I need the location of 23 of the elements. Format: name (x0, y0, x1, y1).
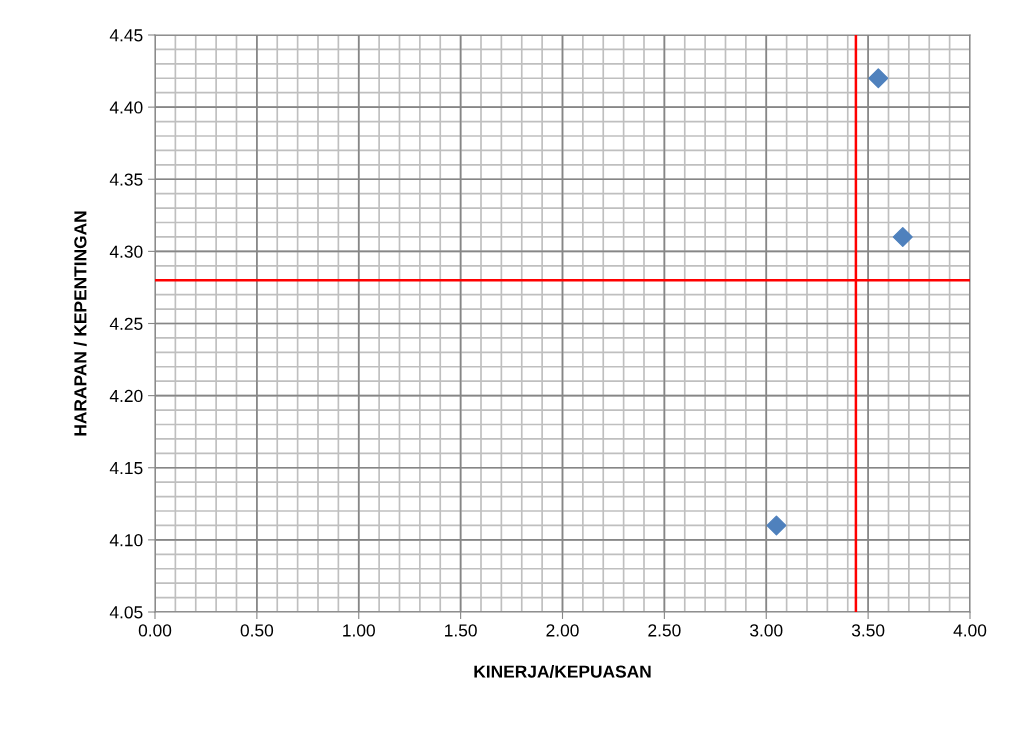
x-tick-label: 1.50 (445, 624, 477, 637)
x-tick-label: 3.50 (851, 624, 885, 637)
x-tick-label: 4.00 (953, 624, 987, 637)
x-tick-label: 0.50 (240, 624, 274, 637)
y-tick-label: 4.20 (109, 389, 143, 403)
y-tick-label: 4.25 (109, 317, 143, 330)
point (868, 68, 889, 89)
y-tick-label: 4.10 (109, 534, 143, 547)
y-axis-title: HARAPAN / KEPENTINGAN (73, 211, 87, 436)
y-tick-label: 4.45 (109, 29, 143, 42)
y-tick-label: 4.15 (109, 462, 143, 475)
x-tick-label: 1.00 (343, 624, 375, 637)
x-tick-label: 0.00 (138, 624, 172, 637)
y-tick-label: 4.05 (109, 606, 143, 619)
x-tick-label: 2.50 (648, 624, 681, 637)
x-tick-label: 2.00 (546, 624, 579, 637)
x-axis-title: KINERJA/KEPUASAN (474, 664, 651, 678)
y-tick-label: 4.35 (109, 173, 143, 186)
y-tick-label: 4.40 (109, 101, 143, 114)
x-tick-label: 3.00 (750, 624, 783, 637)
y-tick-label: 4.30 (109, 245, 143, 258)
point (892, 226, 913, 247)
point (766, 515, 787, 536)
